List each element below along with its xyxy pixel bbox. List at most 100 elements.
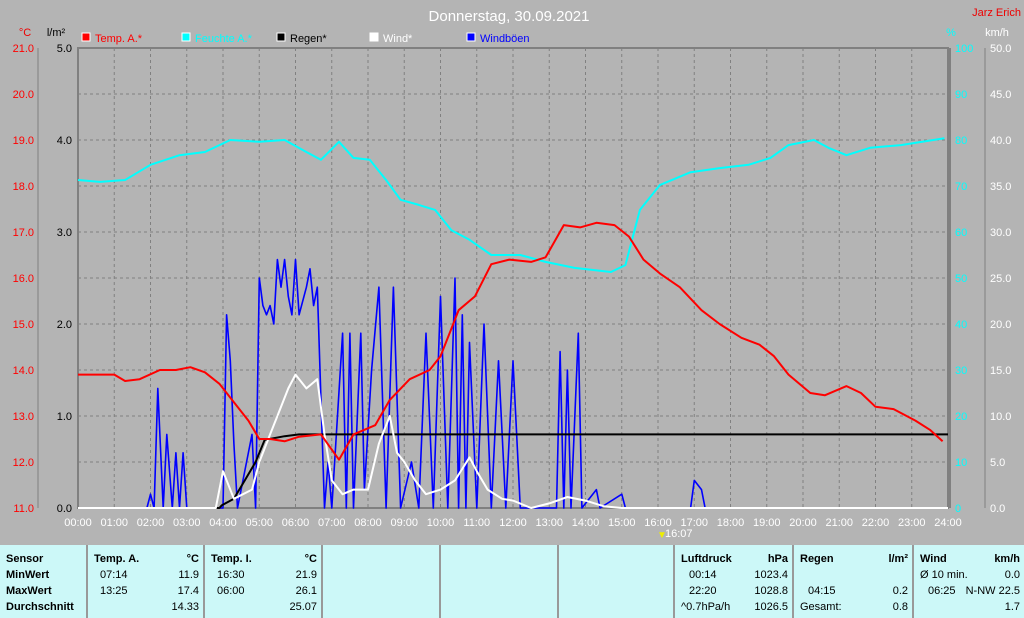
legend-label: Temp. A.* <box>95 33 143 45</box>
temp-tick-label: 19.0 <box>13 135 34 147</box>
rain-axis-unit: l/m² <box>47 27 66 39</box>
x-tick-label: 06:00 <box>282 517 310 529</box>
temp-a-avg: 14.33 <box>171 601 199 613</box>
temp-i-unit: °C <box>304 553 317 565</box>
wind-avg-label: Ø 10 min. <box>920 569 968 581</box>
temp-a-min-time: 07:14 <box>100 569 128 581</box>
x-tick-label: 24:00 <box>934 517 962 529</box>
legend-swatch <box>81 32 91 42</box>
x-tick-label: 18:00 <box>717 517 745 529</box>
empty-column <box>323 545 441 618</box>
wind-tick-label: 15.0 <box>990 365 1011 377</box>
x-tick-label: 00:00 <box>64 517 92 529</box>
wind-tick-label: 40.0 <box>990 135 1011 147</box>
x-tick-label: 13:00 <box>535 517 563 529</box>
pressure-unit: hPa <box>767 553 788 565</box>
x-tick-label: 01:00 <box>100 517 128 529</box>
wind-max: N-NW 22.5 <box>965 585 1020 597</box>
wind-max-time: 06:25 <box>928 585 956 597</box>
pressure-header: Luftdruck <box>681 553 732 565</box>
rain-tick-label: 5.0 <box>57 43 72 55</box>
humidity-tick-label: 50 <box>955 273 967 285</box>
rain-max: 0.2 <box>892 585 908 597</box>
temp-tick-label: 11.0 <box>13 503 34 515</box>
humidity-tick-label: 0 <box>955 503 961 515</box>
humidity-tick-label: 10 <box>955 457 967 469</box>
humidity-tick-label: 80 <box>955 135 967 147</box>
series-line-wind <box>78 373 948 509</box>
legend-swatch <box>181 32 191 42</box>
humidity-axis-unit: % <box>946 27 956 39</box>
row-label-avg: Durchschnitt <box>6 601 74 613</box>
rain-total-label: Gesamt: <box>800 601 842 613</box>
x-tick-label: 19:00 <box>753 517 781 529</box>
temp-tick-label: 20.0 <box>13 89 34 101</box>
sensor-header: Sensor <box>6 553 44 565</box>
wind-tick-label: 45.0 <box>990 89 1011 101</box>
rain-header: Regen <box>800 553 834 565</box>
pressure-avg: 1026.5 <box>754 601 788 613</box>
x-tick-label: 02:00 <box>137 517 165 529</box>
wind-tick-label: 35.0 <box>990 181 1011 193</box>
x-tick-label: 16:00 <box>644 517 672 529</box>
temp-i-column: Temp. I. °C 16:30 21.9 06:00 26.1 25.07 <box>205 545 323 618</box>
x-tick-label: 23:00 <box>898 517 926 529</box>
wind-mean: 1.7 <box>1004 601 1020 613</box>
wind-tick-label: 25.0 <box>990 273 1011 285</box>
series-line-windböen <box>78 258 706 509</box>
wind-tick-label: 10.0 <box>990 411 1011 423</box>
temp-tick-label: 12.0 <box>13 457 34 469</box>
pressure-trend: ^0.7hPa/h <box>681 601 731 613</box>
x-tick-label: 17:00 <box>680 517 708 529</box>
legend-swatch <box>276 32 286 42</box>
temp-i-header: Temp. I. <box>211 553 252 565</box>
chart-title: Donnerstag, 30.09.2021 <box>429 8 590 25</box>
temp-a-max-time: 13:25 <box>100 585 128 597</box>
wind-tick-label: 20.0 <box>990 319 1011 331</box>
x-tick-label: 07:00 <box>318 517 346 529</box>
x-tick-label: 14:00 <box>572 517 600 529</box>
author-label: Jarz Erich <box>972 7 1021 19</box>
temp-tick-label: 18.0 <box>13 181 34 193</box>
sensor-column: Sensor MinWert MaxWert Durchschnitt <box>0 545 88 618</box>
rain-tick-label: 3.0 <box>57 227 72 239</box>
temp-tick-label: 13.0 <box>13 411 34 423</box>
pressure-column: Luftdruck hPa 00:14 1023.4 22:20 1028.8 ^0.… <box>675 545 794 618</box>
temp-i-max-time: 06:00 <box>217 585 245 597</box>
rain-column: Regen l/m² 04:15 0.2 Gesamt: 0.8 <box>794 545 914 618</box>
wind-avg: 0.0 <box>1004 569 1020 581</box>
x-tick-label: 12:00 <box>499 517 527 529</box>
humidity-tick-label: 20 <box>955 411 967 423</box>
temp-tick-label: 15.0 <box>13 319 34 331</box>
x-tick-label: 05:00 <box>245 517 273 529</box>
x-tick-label: 11:00 <box>463 517 490 529</box>
x-tick-label: 10:00 <box>427 517 455 529</box>
x-tick-label: 22:00 <box>862 517 890 529</box>
wind-column: Wind km/h Ø 10 min. 0.0 06:25 N-NW 22.5 1.7 <box>914 545 1024 618</box>
wind-axis-unit: km/h <box>985 27 1009 39</box>
row-label-max: MaxWert <box>6 585 52 597</box>
legend-label: Regen* <box>290 33 327 45</box>
series-line-temp-a <box>78 221 944 461</box>
rain-tick-label: 1.0 <box>57 411 72 423</box>
pressure-max: 1028.8 <box>754 585 788 597</box>
humidity-tick-label: 100 <box>955 43 973 55</box>
temp-i-min-time: 16:30 <box>217 569 245 581</box>
temp-a-min: 11.9 <box>178 569 199 581</box>
temp-tick-label: 16.0 <box>13 273 34 285</box>
legend-label: Wind* <box>383 33 413 45</box>
x-tick-label: 09:00 <box>390 517 418 529</box>
pressure-max-time: 22:20 <box>689 585 717 597</box>
legend-label: Windböen <box>480 33 530 45</box>
rain-tick-label: 2.0 <box>57 319 72 331</box>
wind-tick-label: 5.0 <box>990 457 1005 469</box>
x-tick-label: 20:00 <box>789 517 817 529</box>
pressure-min: 1023.4 <box>754 569 788 581</box>
wind-unit: km/h <box>994 553 1020 565</box>
humidity-tick-label: 30 <box>955 365 967 377</box>
summary-table: Sensor MinWert MaxWert Durchschnitt Temp… <box>0 545 1024 618</box>
temp-tick-label: 17.0 <box>13 227 34 239</box>
temp-tick-label: 14.0 <box>13 365 34 377</box>
empty-column <box>441 545 559 618</box>
empty-column <box>559 545 675 618</box>
